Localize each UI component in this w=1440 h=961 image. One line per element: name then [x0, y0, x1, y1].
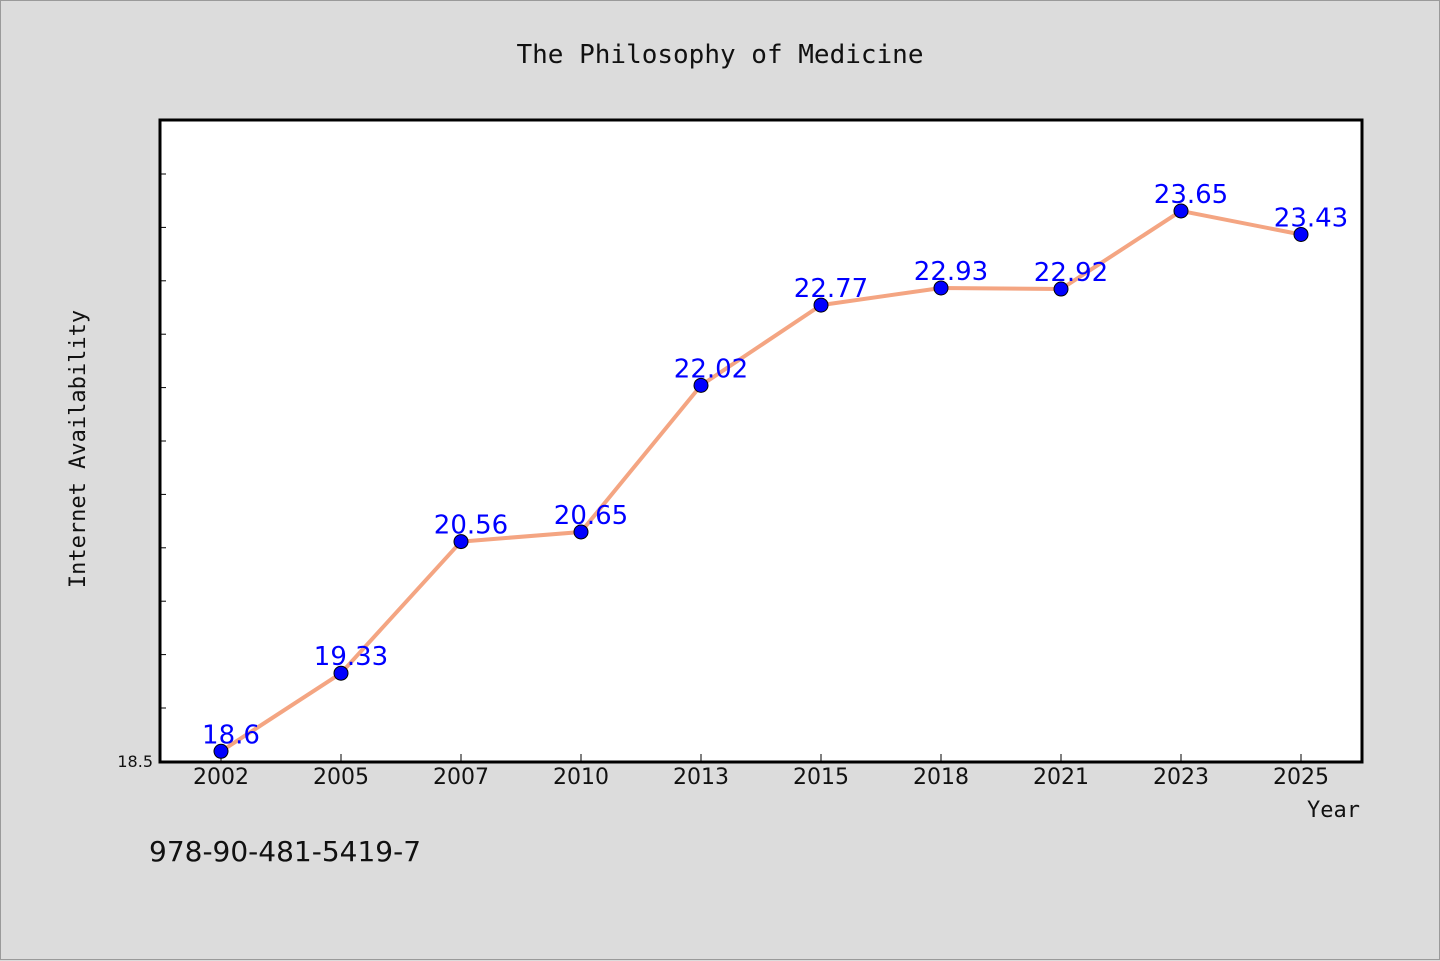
data-label: 20.56 [434, 511, 508, 541]
data-label: 20.65 [554, 501, 628, 531]
x-tick-label: 2023 [1153, 765, 1209, 790]
x-tick-label: 2010 [553, 765, 609, 790]
x-tick-label: 2005 [313, 765, 369, 790]
series-line-group [219, 208, 1302, 753]
plot-area [158, 118, 1364, 764]
x-tick-label: 2015 [793, 765, 849, 790]
x-tick-label: 2021 [1033, 765, 1089, 790]
data-point [333, 665, 349, 681]
data-label: 22.77 [794, 274, 868, 304]
data-point [1173, 203, 1189, 219]
isbn-footer: 978-90-481-5419-7 [149, 835, 422, 868]
data-labels: 18.6 19.33 20.56 20.65 22.02 22.77 22.93 22.92 2… [202, 180, 1348, 750]
x-tick-label: 2013 [673, 765, 729, 790]
data-point [573, 524, 589, 540]
series-line [219, 208, 1302, 753]
data-label: 18.6 [202, 720, 260, 750]
x-axis-label: Year [1307, 798, 1360, 823]
data-label: 23.65 [1154, 180, 1228, 210]
x-tick-label: 2018 [913, 765, 969, 790]
y-axis-label: Internet Availability [66, 310, 91, 588]
data-label: 22.92 [1034, 258, 1108, 288]
data-label: 23.43 [1274, 203, 1348, 233]
data-label: 22.93 [914, 257, 988, 287]
y-tick-label: 18.5 [117, 752, 153, 771]
x-tick-label: 2007 [433, 765, 489, 790]
data-point [693, 377, 709, 393]
data-label: 22.02 [674, 354, 748, 384]
data-point [1053, 281, 1069, 297]
x-tick-label: 2002 [193, 765, 249, 790]
data-point [453, 534, 469, 550]
x-tick-label: 2025 [1273, 765, 1329, 790]
data-points [213, 203, 1309, 759]
data-point [1293, 226, 1309, 242]
data-point [933, 280, 949, 296]
chart-title: The Philosophy of Medicine [517, 40, 924, 70]
data-point [813, 297, 829, 313]
x-axis: 2002 2005 2007 2010 2013 2015 2018 2021 2023 2025 [193, 754, 1329, 790]
data-point [213, 743, 229, 759]
data-label: 19.33 [314, 642, 388, 672]
y-axis-ticks [160, 173, 166, 709]
